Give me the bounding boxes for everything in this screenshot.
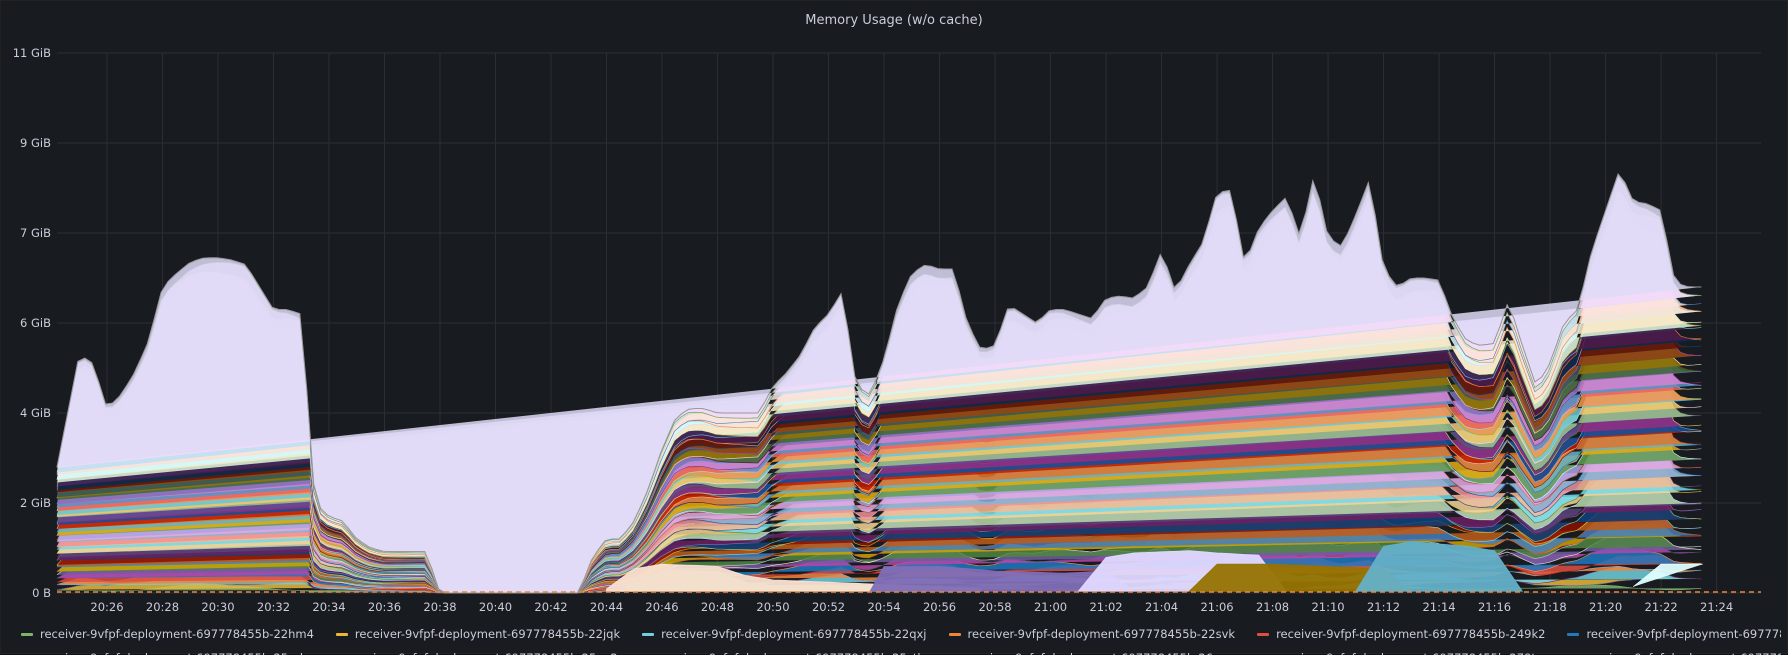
y-tick-label: 4 GiB [20, 406, 51, 420]
legend-row: receiver-9vfpf-deployment-697778455b-22h… [21, 622, 1781, 646]
x-tick-label: 20:58 [978, 600, 1011, 614]
x-tick-label: 20:40 [479, 600, 512, 614]
legend-item[interactable]: receiver-9vfpf-deployment-697778455b-22h… [21, 627, 314, 641]
x-tick-label: 21:18 [1534, 600, 1567, 614]
legend-label: receiver-9vfpf-deployment-697778455b-22q… [661, 627, 927, 641]
x-tick-label: 20:34 [312, 600, 345, 614]
panel-title[interactable]: Memory Usage (w/o cache) [805, 13, 983, 28]
x-tick-label: 21:04 [1145, 600, 1178, 614]
legend-item[interactable]: receiver-9vfpf-deployment-697778455b-22q… [642, 627, 927, 641]
y-tick-label: 2 GiB [20, 496, 51, 510]
legend-item[interactable]: receiver-9vfpf-deployment-697778455b-22s… [948, 627, 1236, 641]
x-tick-label: 20:28 [146, 600, 179, 614]
legend-swatch [21, 632, 33, 636]
legend-item[interactable]: receiver-9vfpf-deployment-697778455b-26r… [946, 651, 1235, 655]
area-band [1355, 541, 1524, 592]
legend-item[interactable]: receiver-9vfpf-deployment-697778455b-24k… [1567, 627, 1781, 641]
x-tick-label: 20:50 [756, 600, 789, 614]
legend-item[interactable]: receiver-9vfpf-deployment-697778455b-25z… [640, 651, 924, 655]
legend-label: receiver-9vfpf-deployment-697778455b-22j… [354, 627, 621, 641]
x-tick-label: 20:30 [201, 600, 234, 614]
legend-label: receiver-9vfpf-deployment-697778455b-27j… [1584, 651, 1781, 655]
x-tick-label: 20:32 [257, 600, 290, 614]
y-tick-label: 9 GiB [20, 136, 51, 150]
legend-label: receiver-9vfpf-deployment-697778455b-24k… [1586, 627, 1781, 641]
x-tick-label: 20:54 [867, 600, 900, 614]
x-tick-label: 21:10 [1311, 600, 1344, 614]
legend-item[interactable]: receiver-9vfpf-deployment-697778455b-25p… [21, 651, 307, 655]
legend-item[interactable]: receiver-9vfpf-deployment-697778455b-278… [1257, 651, 1543, 655]
x-tick-label: 21:22 [1645, 600, 1678, 614]
y-tick-label: 0 B [32, 586, 51, 600]
area-band [1633, 563, 1703, 588]
legend-swatch [642, 632, 655, 636]
legend-item[interactable]: receiver-9vfpf-deployment-697778455b-27j… [1565, 651, 1781, 655]
legend-row: receiver-9vfpf-deployment-697778455b-25p… [21, 646, 1781, 655]
legend-swatch [948, 632, 961, 636]
x-tick-label: 21:12 [1367, 600, 1400, 614]
x-tick-label: 20:38 [423, 600, 456, 614]
y-tick-label: 6 GiB [20, 316, 51, 330]
x-tick-label: 20:52 [812, 600, 845, 614]
x-tick-label: 21:06 [1200, 600, 1233, 614]
legend-swatch [335, 632, 348, 636]
legend-swatch [1567, 632, 1580, 636]
legend-label: receiver-9vfpf-deployment-697778455b-278… [1276, 651, 1543, 655]
x-tick-label: 21:16 [1478, 600, 1511, 614]
x-tick-label: 20:44 [590, 600, 623, 614]
legend-label: receiver-9vfpf-deployment-697778455b-25p… [40, 651, 307, 655]
x-tick-label: 21:00 [1034, 600, 1067, 614]
x-tick-label: 20:46 [645, 600, 678, 614]
x-tick-label: 21:24 [1700, 600, 1733, 614]
x-tick-label: 21:14 [1422, 600, 1455, 614]
x-tick-label: 21:08 [1256, 600, 1289, 614]
legend-item[interactable]: receiver-9vfpf-deployment-697778455b-22j… [335, 627, 621, 641]
stacked-area-chart[interactable]: 0 B 2 GiB 4 GiB 6 GiB 7 GiB 9 GiB 11 GiB 20:26 2… [1, 1, 1788, 621]
x-tick-label: 20:56 [923, 600, 956, 614]
x-tick-label: 21:20 [1589, 600, 1622, 614]
legend-label: receiver-9vfpf-deployment-697778455b-25x… [348, 651, 618, 655]
legend-label: receiver-9vfpf-deployment-697778455b-22h… [40, 627, 314, 641]
legend-label: receiver-9vfpf-deployment-697778455b-249… [1276, 627, 1546, 641]
x-tick-label: 20:42 [534, 600, 567, 614]
x-tick-label: 20:36 [368, 600, 401, 614]
y-tick-label: 11 GiB [13, 46, 51, 60]
legend-label: receiver-9vfpf-deployment-697778455b-25z… [659, 651, 924, 655]
legend-label: receiver-9vfpf-deployment-697778455b-22s… [967, 627, 1236, 641]
x-tick-label: 21:02 [1089, 600, 1122, 614]
legend-item[interactable]: receiver-9vfpf-deployment-697778455b-25x… [329, 651, 618, 655]
legend-swatch [1257, 632, 1270, 636]
x-tick-label: 20:26 [90, 600, 123, 614]
y-tick-label: 7 GiB [20, 226, 51, 240]
x-tick-label: 20:48 [701, 600, 734, 614]
legend: receiver-9vfpf-deployment-697778455b-22h… [21, 622, 1781, 655]
legend-item[interactable]: receiver-9vfpf-deployment-697778455b-249… [1257, 627, 1545, 641]
area-outline [56, 172, 1702, 594]
legend-label: receiver-9vfpf-deployment-697778455b-26r… [965, 651, 1235, 655]
